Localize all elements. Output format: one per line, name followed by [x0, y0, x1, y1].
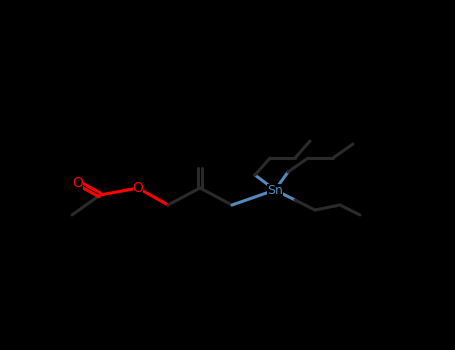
Text: O: O — [72, 176, 83, 190]
Text: Sn: Sn — [267, 183, 283, 196]
Text: O: O — [132, 181, 143, 195]
